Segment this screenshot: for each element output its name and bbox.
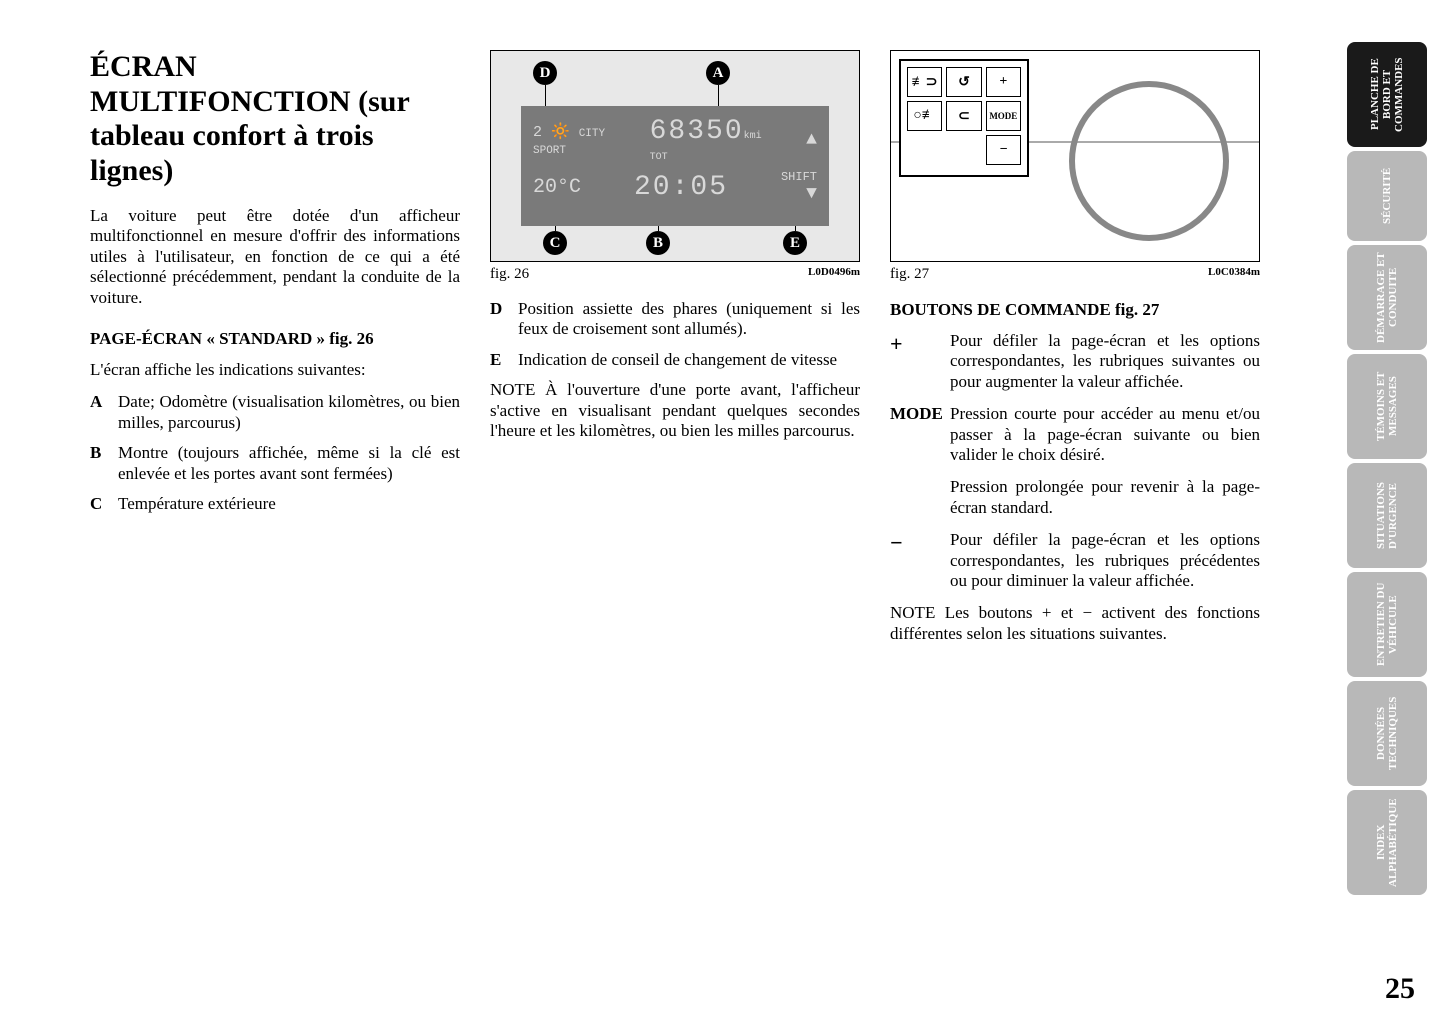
item-label: D: [490, 299, 518, 340]
shift-label: SHIFT: [781, 170, 817, 184]
headlamp-level-button: ↺: [946, 67, 981, 97]
item-label: C: [90, 494, 118, 514]
note-text: NOTE À l'ouverture d'une porte avant, l'…: [490, 380, 860, 441]
item-text: Position assiette des phares (uniquement…: [518, 299, 860, 340]
list-item: C Température extérieure: [90, 494, 460, 514]
fog-front-button: ≢⊃: [907, 67, 942, 97]
command-text: Pour défiler la page-écran et les option…: [950, 530, 1260, 591]
figure-27: ≢⊃ ↺ + ○≢ ⊂ MODE −: [890, 50, 1260, 262]
fig27-caption: fig. 27: [890, 266, 929, 283]
tab-item[interactable]: INDEX ALPHABÉTIQUE: [1347, 790, 1427, 895]
headlamp-level: 2: [533, 124, 542, 141]
item-text: Indication de conseil de changement de v…: [518, 350, 860, 370]
command-text: Pour défiler la page-écran et les option…: [950, 331, 1260, 392]
tab-active[interactable]: PLANCHE DE BORD ET COMMANDES: [1347, 42, 1427, 147]
command-item: MODE Pression courte pour accéder au men…: [890, 404, 1260, 465]
callout-C: C: [543, 231, 567, 255]
odo-tot: TOT: [650, 152, 668, 163]
plus-button: +: [986, 67, 1021, 97]
tab-item[interactable]: TÉMOINS ET MESSAGES: [1347, 354, 1427, 459]
item-label: B: [90, 443, 118, 484]
command-text: Pression prolongée pour revenir à la pag…: [950, 477, 1260, 518]
odo-unit: kmi: [744, 131, 762, 142]
mode-symbol: MODE: [890, 404, 950, 465]
button-panel: ≢⊃ ↺ + ○≢ ⊂ MODE −: [899, 59, 1029, 177]
item-label: A: [90, 392, 118, 433]
section2-heading: BOUTONS DE COMMANDE fig. 27: [890, 299, 1260, 321]
fog-rear-button: ○≢: [907, 101, 942, 131]
steering-wheel-icon: [1069, 81, 1229, 241]
shift-down-icon: ▼: [806, 184, 817, 204]
section1-intro: L'écran affiche les indications suivante…: [90, 360, 460, 380]
callout-B: B: [646, 231, 670, 255]
list-item: D Position assiette des phares (uniqueme…: [490, 299, 860, 340]
empty-symbol: [890, 477, 950, 518]
tab-item[interactable]: SÉCURITÉ: [1347, 151, 1427, 241]
command-item: + Pour défiler la page-écran et les opti…: [890, 331, 1260, 392]
command-item: Pression prolongée pour revenir à la pag…: [890, 477, 1260, 518]
callout-A: A: [706, 61, 730, 85]
plus-symbol: +: [890, 331, 950, 392]
shift-up-icon: ▲: [806, 130, 817, 150]
mode-city: CITY: [579, 128, 605, 140]
command-item: − Pour défiler la page-écran et les opti…: [890, 530, 1260, 591]
tab-item[interactable]: DÉMARRAGE ET CONDUITE: [1347, 245, 1427, 350]
section1-heading: PAGE-ÉCRAN « STANDARD » fig. 26: [90, 328, 460, 350]
light-button: ⊂: [946, 101, 981, 131]
list-item: E Indication de conseil de changement de…: [490, 350, 860, 370]
minus-symbol: −: [890, 530, 950, 591]
figure-26: D A C B E 2 🔆 CITYSPORT 68350kmiTOT ▲ 20…: [490, 50, 860, 262]
multifunction-display: 2 🔆 CITYSPORT 68350kmiTOT ▲ 20°C 20:05 S…: [521, 106, 829, 226]
clock-value: 20:05: [634, 172, 728, 203]
odometer-value: 68350: [650, 116, 744, 147]
item-text: Date; Odomètre (visualisation kilomètres…: [118, 392, 460, 433]
minus-button: −: [986, 135, 1021, 165]
item-text: Montre (toujours affichée, même si la cl…: [118, 443, 460, 484]
tab-item[interactable]: SITUATIONS D'URGENCE: [1347, 463, 1427, 568]
note2-text: NOTE Les boutons + et − activent des fon…: [890, 603, 1260, 644]
mode-sport: SPORT: [533, 145, 566, 157]
list-item: B Montre (toujours affichée, même si la …: [90, 443, 460, 484]
temperature-value: 20°C: [533, 176, 581, 199]
command-text: Pression courte pour accéder au menu et/…: [950, 404, 1260, 465]
tab-item[interactable]: ENTRETIEN DU VÉHICULE: [1347, 572, 1427, 677]
item-text: Température extérieure: [118, 494, 460, 514]
item-label: E: [490, 350, 518, 370]
page-number: 25: [1385, 972, 1415, 1006]
mode-button: MODE: [986, 101, 1021, 131]
callout-E: E: [783, 231, 807, 255]
list-item: A Date; Odomètre (visualisation kilomètr…: [90, 392, 460, 433]
intro-text: La voiture peut être dotée d'un afficheu…: [90, 206, 460, 308]
section-tabs: PLANCHE DE BORD ET COMMANDES SÉCURITÉ DÉ…: [1347, 42, 1427, 895]
fig27-code: L0C0384m: [1208, 266, 1260, 283]
fig26-caption: fig. 26: [490, 266, 529, 283]
callout-D: D: [533, 61, 557, 85]
tab-item[interactable]: DONNÉES TECHNIQUES: [1347, 681, 1427, 786]
page-title: ÉCRAN MULTIFONCTION (sur tableau confort…: [90, 50, 460, 188]
fig26-code: L0D0496m: [808, 266, 860, 283]
